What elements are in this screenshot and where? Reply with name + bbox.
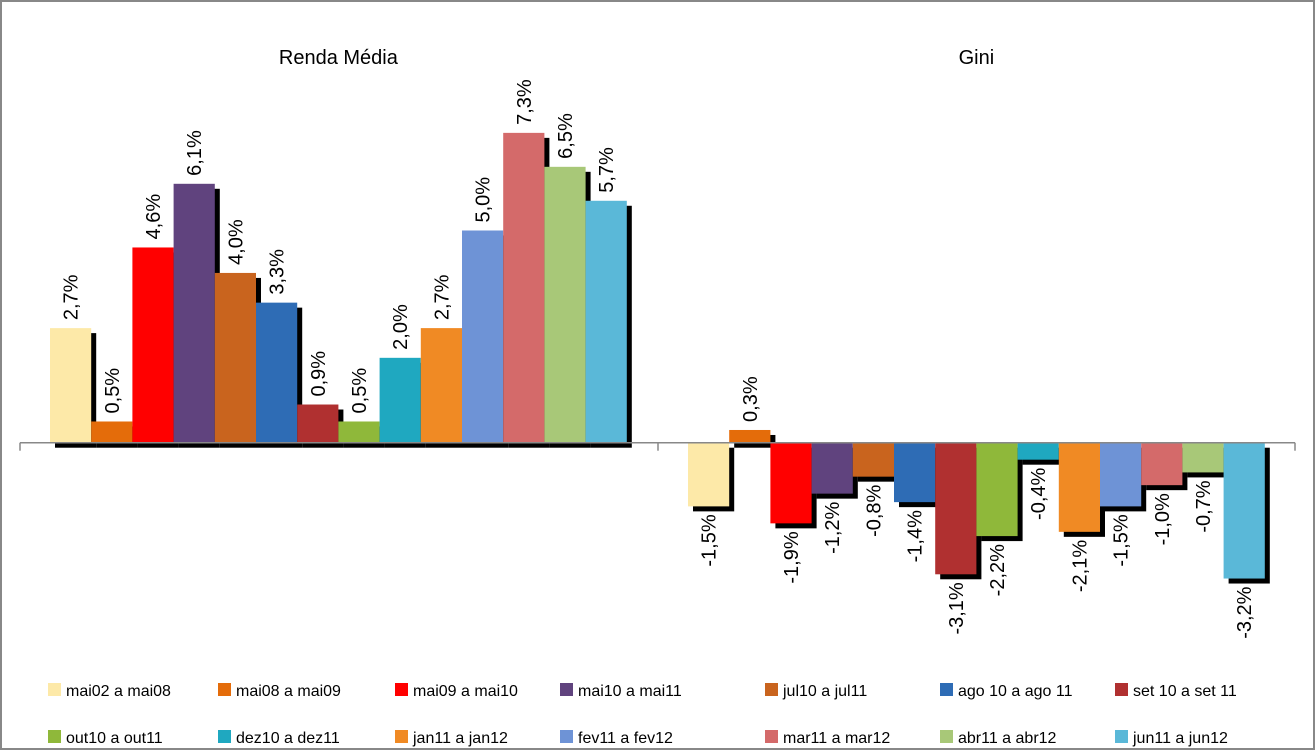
- bar: [256, 302, 298, 443]
- legend-swatch: [48, 730, 61, 743]
- data-label: 6,1%: [184, 130, 206, 176]
- legend-swatch: [395, 730, 408, 743]
- legend-swatch: [1115, 730, 1128, 743]
- legend-label: jun11 a jun12: [1132, 730, 1228, 747]
- data-label: 0,3%: [740, 376, 762, 422]
- bar: [852, 442, 894, 477]
- legend-label: dez10 a dez11: [236, 730, 340, 747]
- bar: [770, 442, 812, 524]
- legend-swatch: [48, 683, 61, 696]
- legend-swatch: [218, 730, 231, 743]
- bar: [420, 328, 462, 443]
- legend-swatch: [940, 730, 953, 743]
- bar: [297, 404, 339, 443]
- data-label: -2,2%: [987, 544, 1009, 596]
- data-label: -1,2%: [822, 501, 844, 553]
- bar: [1223, 442, 1265, 579]
- bar: [688, 442, 730, 507]
- data-label: -1,9%: [781, 531, 803, 583]
- legend-label: mai09 a mai10: [413, 683, 518, 700]
- data-label: -0,4%: [1028, 467, 1050, 519]
- legend-label: jan11 a jan12: [412, 730, 508, 747]
- legend-swatch: [560, 730, 573, 743]
- legend-label: out10 a out11: [66, 730, 163, 747]
- legend-swatch: [395, 683, 408, 696]
- bar: [91, 421, 133, 443]
- legend-swatch: [765, 730, 778, 743]
- bar: [585, 200, 627, 443]
- data-label: 4,0%: [225, 219, 247, 265]
- bar: [503, 132, 545, 443]
- data-label: -1,5%: [699, 514, 721, 566]
- legend-swatch: [560, 683, 573, 696]
- legend-swatch: [218, 683, 231, 696]
- legend-label: mai08 a mai09: [236, 683, 341, 700]
- legend-label: mai02 a mai08: [66, 683, 171, 700]
- bar: [50, 328, 92, 443]
- data-label: -1,5%: [1111, 514, 1133, 566]
- data-label: 2,7%: [61, 274, 83, 320]
- data-label: -1,0%: [1152, 493, 1174, 545]
- bar: [214, 272, 256, 443]
- bar: [1182, 442, 1224, 473]
- bar: [544, 166, 586, 443]
- data-label: 5,0%: [473, 177, 495, 223]
- data-label: 0,5%: [102, 368, 124, 414]
- legend-label: ago 10 a ago 11: [958, 683, 1073, 700]
- data-label: 2,7%: [431, 274, 453, 320]
- bar: [1017, 442, 1059, 460]
- bar: [1058, 442, 1100, 532]
- bar: [729, 429, 771, 443]
- bar: [379, 357, 421, 443]
- bar: [811, 442, 853, 494]
- data-label: -1,4%: [905, 510, 927, 562]
- data-label: 2,0%: [390, 304, 412, 350]
- data-label: 0,5%: [349, 368, 371, 414]
- data-label: -2,1%: [1069, 540, 1091, 592]
- legend-label: abr11 a abr12: [958, 730, 1057, 747]
- data-label: 7,3%: [514, 79, 536, 125]
- bar: [338, 421, 380, 443]
- data-label: 5,7%: [596, 147, 618, 193]
- data-label: -3,1%: [946, 582, 968, 634]
- bar: [1141, 442, 1183, 486]
- data-label: 6,5%: [555, 113, 577, 159]
- bar: [173, 183, 215, 443]
- legend-label: mar11 a mar12: [783, 730, 890, 747]
- data-label: 4,6%: [143, 194, 165, 240]
- bar: [462, 230, 504, 443]
- legend-label: set 10 a set 11: [1133, 683, 1237, 700]
- bar: [894, 442, 936, 503]
- data-label: -0,8%: [863, 484, 885, 536]
- legend-swatch: [1115, 683, 1128, 696]
- category-label: Gini: [959, 47, 995, 69]
- data-label: -3,2%: [1234, 586, 1256, 638]
- bar: [976, 442, 1018, 537]
- legend-swatch: [765, 683, 778, 696]
- bar: [935, 442, 977, 575]
- category-label: Renda Média: [279, 47, 399, 69]
- bar: [132, 247, 174, 443]
- legend-label: mai10 a mai11: [578, 683, 682, 700]
- bar: [1100, 442, 1142, 507]
- legend-label: jul10 a jul11: [782, 683, 867, 700]
- legend-swatch: [940, 683, 953, 696]
- legend-label: fev11 a fev12: [578, 730, 673, 747]
- data-label: 0,9%: [308, 351, 330, 397]
- data-label: 3,3%: [267, 249, 289, 295]
- data-label: -0,7%: [1193, 480, 1215, 532]
